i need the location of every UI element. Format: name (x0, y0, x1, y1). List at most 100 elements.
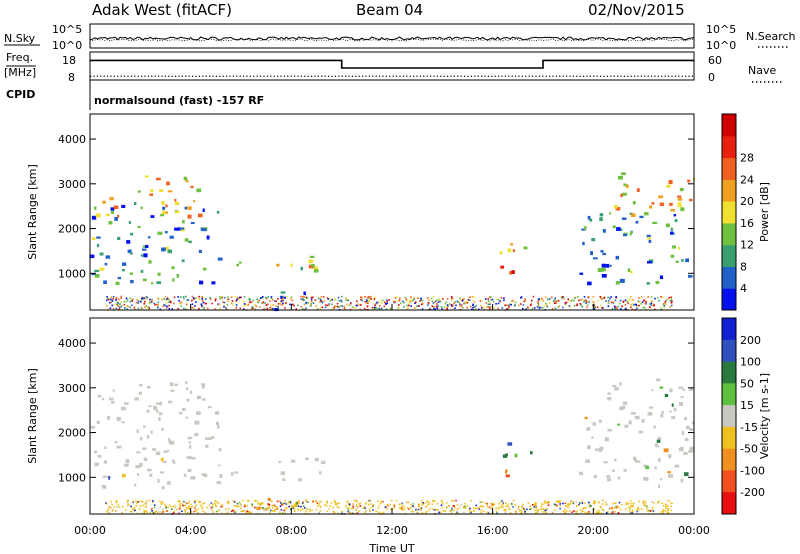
scatter-cell-1 (147, 386, 151, 389)
ground-scatter-cell (525, 308, 528, 310)
scatter-cell-8 (622, 401, 628, 405)
scatter-cell-0 (96, 236, 101, 239)
ground-scatter-cell (497, 302, 500, 305)
ground-scatter-cell (301, 502, 304, 505)
ground-scatter-cell (292, 506, 294, 508)
scatter-cell-1 (167, 190, 173, 193)
ground-scatter-cell (574, 296, 577, 299)
ground-scatter-cell (277, 305, 279, 308)
ground-scatter-cell (352, 503, 354, 506)
scatter-cell-6 (511, 270, 515, 274)
ground-scatter-cell (544, 509, 546, 512)
ground-scatter-cell (519, 510, 521, 512)
ground-scatter-cell (602, 503, 604, 505)
ground-scatter-cell (541, 297, 543, 300)
ground-scatter-cell (207, 307, 209, 310)
ground-scatter-cell (171, 508, 173, 510)
scatter-cell-0 (157, 231, 163, 235)
colorbar-cell (722, 222, 736, 246)
ground-scatter-cell (666, 505, 669, 508)
ground-scatter-cell (123, 303, 126, 306)
ground-scatter-cell (443, 306, 446, 308)
ground-scatter-cell (502, 502, 504, 504)
ground-scatter-cell (144, 297, 146, 300)
scatter-cell-7 (619, 278, 625, 283)
ground-scatter-cell (166, 510, 169, 512)
ground-scatter-cell (422, 302, 424, 305)
ground-scatter-cell (437, 298, 439, 301)
ground-scatter-cell (321, 301, 324, 304)
ground-scatter-cell (403, 305, 405, 308)
ground-scatter-cell (135, 505, 137, 507)
ground-scatter-cell (522, 304, 525, 306)
ground-scatter-cell (193, 510, 195, 513)
ground-scatter-cell (129, 297, 132, 299)
ground-scatter-cell (281, 299, 283, 302)
scatter-cell-8 (679, 187, 684, 192)
scatter-cell-4 (283, 296, 287, 299)
ground-scatter-cell (107, 508, 110, 510)
ground-scatter-cell (270, 297, 273, 299)
ground-scatter-cell (168, 304, 170, 307)
ground-scatter-cell (466, 505, 469, 507)
ground-scatter-cell (509, 303, 511, 305)
ground-scatter-cell (223, 296, 226, 299)
ground-scatter-cell (497, 508, 500, 510)
beam-label: Beam 04 (356, 1, 423, 19)
ground-scatter-cell (420, 507, 423, 509)
ground-scatter-cell (545, 509, 548, 511)
ground-scatter-cell (439, 300, 442, 303)
ground-scatter-cell (472, 306, 474, 309)
ground-scatter-cell (488, 506, 491, 509)
ground-scatter-cell (421, 308, 424, 310)
ground-scatter-cell (401, 506, 403, 509)
ground-scatter-cell (201, 296, 203, 298)
scatter-cell-0 (211, 281, 216, 285)
ground-scatter-cell (617, 305, 619, 308)
ground-scatter-cell (179, 302, 182, 305)
y-tick-label: 1000 (58, 471, 86, 484)
ground-scatter-cell (517, 505, 520, 508)
ground-scatter-cell (186, 502, 188, 505)
ground-scatter-cell (327, 298, 329, 300)
ground-scatter-cell (500, 296, 503, 299)
scatter-cell-7 (634, 458, 638, 462)
ground-scatter-cell (584, 511, 587, 514)
ground-scatter-cell (640, 296, 643, 298)
power-panel-frame (89, 113, 695, 311)
scatter-cell-6 (505, 469, 508, 472)
ground-scatter-cell (156, 303, 158, 306)
ground-scatter-cell (480, 511, 482, 514)
scatter-cell-1 (148, 405, 152, 408)
ground-scatter-cell (588, 295, 590, 298)
ground-scatter-cell (426, 297, 429, 299)
ground-scatter-cell (284, 307, 286, 309)
ground-scatter-cell (210, 506, 213, 509)
ground-scatter-cell (412, 511, 414, 513)
ground-scatter-cell (537, 303, 540, 305)
scatter-cell-7 (602, 267, 606, 272)
ground-scatter-cell (146, 511, 148, 513)
ground-scatter-cell (427, 302, 430, 304)
ground-scatter-cell (597, 509, 600, 511)
scatter-cell-1 (160, 213, 165, 217)
ground-scatter-cell (428, 509, 430, 512)
ground-scatter-cell (126, 504, 129, 507)
ground-scatter-cell (141, 307, 143, 310)
ground-scatter-cell (571, 299, 573, 301)
ground-scatter-cell (429, 507, 431, 510)
scatter-cell-0 (168, 438, 171, 441)
ground-scatter-cell (452, 304, 454, 307)
ground-scatter-cell (411, 300, 414, 302)
scatter-cell-7 (684, 472, 689, 477)
ground-scatter-cell (309, 303, 312, 306)
ground-scatter-cell (357, 506, 359, 508)
scatter-cell-8 (669, 388, 673, 393)
ground-scatter-cell (367, 500, 370, 502)
ground-scatter-cell (132, 508, 134, 511)
ground-scatter-cell (466, 306, 468, 309)
colorbar-cell (722, 318, 736, 341)
ground-scatter-cell (510, 503, 513, 505)
colorbar-cell (722, 179, 736, 202)
